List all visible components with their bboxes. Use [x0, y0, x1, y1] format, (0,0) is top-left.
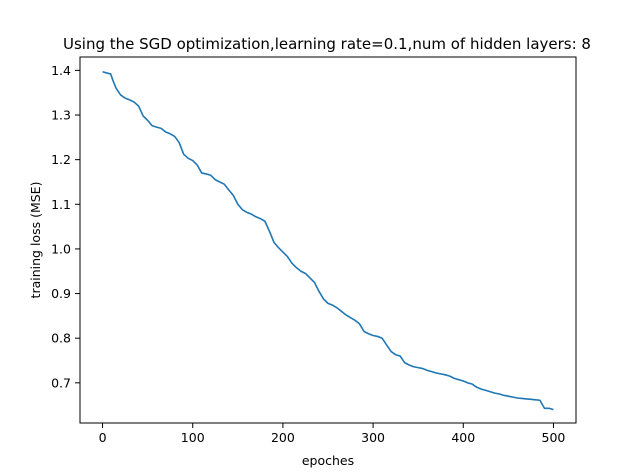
training-loss-line — [102, 70, 554, 411]
x-tick-label: 300 — [361, 430, 385, 445]
y-tick-label: 1.3 — [51, 108, 71, 123]
y-tick-label: 0.7 — [51, 375, 71, 390]
y-tick-label: 1.4 — [51, 63, 71, 78]
y-tick-label: 0.8 — [51, 331, 71, 346]
y-axis-label: training loss (MSE) — [28, 182, 43, 299]
y-tick-label: 1.0 — [51, 241, 71, 256]
x-tick-label: 400 — [451, 430, 475, 445]
y-axis-ticks: 0.7 0.8 0.9 1.0 1.1 1.2 1.3 1.4 — [51, 63, 80, 390]
x-tick-label: 100 — [181, 430, 205, 445]
chart-title: Using the SGD optimization,learning rate… — [63, 35, 591, 53]
x-axis-label: epoches — [302, 453, 354, 468]
x-tick-label: 0 — [99, 430, 107, 445]
plot-area — [80, 57, 576, 423]
y-tick-label: 1.2 — [51, 152, 71, 167]
x-tick-label: 500 — [542, 430, 566, 445]
x-axis-ticks: 0 100 200 300 400 500 — [99, 423, 566, 445]
y-tick-label: 1.1 — [51, 197, 71, 212]
x-tick-label: 200 — [271, 430, 295, 445]
plot-frame — [79, 56, 577, 424]
y-tick-label: 0.9 — [51, 286, 71, 301]
